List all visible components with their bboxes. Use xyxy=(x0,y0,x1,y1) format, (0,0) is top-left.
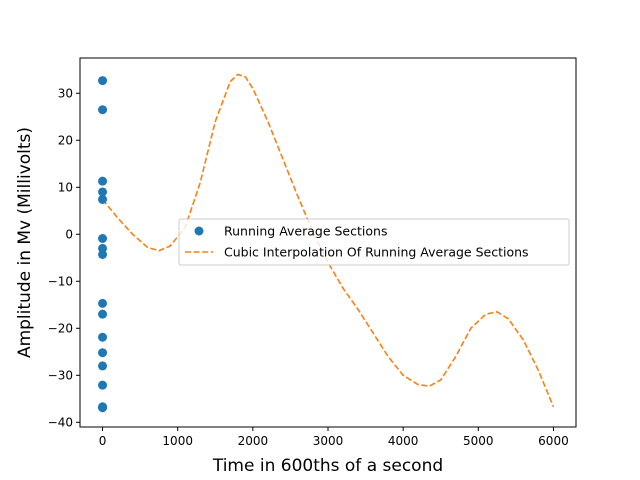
y-tick-label: 20 xyxy=(58,134,73,148)
scatter-point xyxy=(98,105,108,115)
x-tick-label: 3000 xyxy=(313,434,344,448)
scatter-point xyxy=(98,309,108,319)
x-tick-label: 0 xyxy=(99,434,107,448)
x-axis-label: Time in 600ths of a second xyxy=(212,456,443,476)
scatter-point xyxy=(98,348,108,358)
y-tick-label: 10 xyxy=(58,181,73,195)
x-tick-label: 6000 xyxy=(538,434,569,448)
legend-box xyxy=(178,218,570,266)
legend-marker-scatter xyxy=(194,226,204,236)
y-axis-label: Amplitude in Mv (Millivolts) xyxy=(15,127,35,358)
y-tick-label: 0 xyxy=(65,228,73,242)
scatter-point xyxy=(98,332,108,342)
legend-label-scatter: Running Average Sections xyxy=(224,224,387,239)
interpolation-line xyxy=(101,73,555,408)
x-tick-label: 5000 xyxy=(463,434,494,448)
scatter-point xyxy=(98,234,108,244)
y-tick-label: 30 xyxy=(58,87,73,101)
y-tick-label: −40 xyxy=(48,416,73,430)
scatter-point xyxy=(98,76,108,86)
scatter-point xyxy=(98,194,108,204)
scatter-point xyxy=(98,176,108,186)
scatter-point xyxy=(98,187,108,197)
scatter-point xyxy=(98,380,108,390)
scatter-point xyxy=(98,403,108,413)
scatter-point xyxy=(98,298,108,308)
axis-ticks: 0 1000 2000 3000 4000 5000 6000 −40 −30 −20 −10 0 10… xyxy=(48,87,569,448)
x-tick-label: 4000 xyxy=(388,434,419,448)
legend: Running Average Sections Cubic Interpola… xyxy=(178,218,570,266)
y-tick-label: −20 xyxy=(48,322,73,336)
plot-area xyxy=(98,73,555,413)
scatter-point xyxy=(98,361,108,371)
y-tick-label: −10 xyxy=(48,275,73,289)
legend-label-line: Cubic Interpolation Of Running Average S… xyxy=(224,245,529,260)
y-tick-label: −30 xyxy=(48,369,73,383)
x-tick-label: 1000 xyxy=(162,434,193,448)
scatter-point xyxy=(98,249,108,259)
x-tick-label: 2000 xyxy=(238,434,269,448)
